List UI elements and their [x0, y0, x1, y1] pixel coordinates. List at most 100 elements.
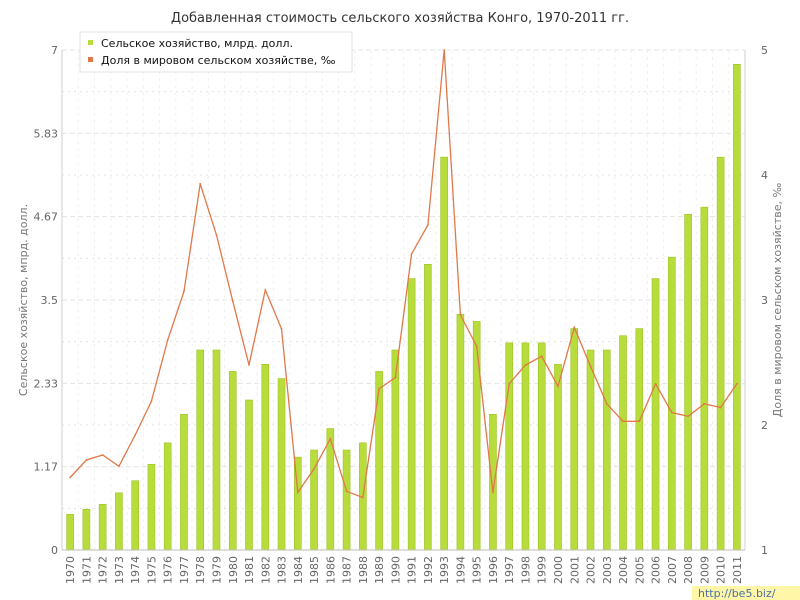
line-point: [166, 339, 169, 341]
line-point: [150, 400, 153, 403]
line-point: [589, 365, 592, 368]
chart-title: Добавленная стоимость сельского хозяйств…: [171, 11, 629, 26]
line-point: [215, 234, 218, 236]
bar: [619, 335, 627, 551]
line-point: [719, 406, 722, 409]
x-tick-label: 1982: [259, 556, 272, 584]
x-tick-label: 1998: [520, 556, 533, 584]
x-tick-label: 1986: [324, 556, 337, 584]
bar: [635, 328, 644, 551]
line-point: [654, 382, 657, 385]
x-tick-label: 1989: [373, 556, 386, 584]
bar: [570, 328, 579, 551]
line-point: [687, 415, 689, 418]
x-tick-label: 1975: [145, 556, 158, 584]
legend-swatch-bar: [88, 40, 93, 45]
x-tick-label: 2000: [552, 556, 565, 584]
legend-swatch-line: [88, 57, 93, 62]
x-tick-label: 2005: [633, 556, 646, 584]
x-tick-label: 1976: [162, 556, 175, 584]
x-tick-label: 1985: [308, 556, 321, 584]
y-tick-label-left: 3.5: [41, 294, 59, 307]
x-tick-label: 1971: [80, 556, 93, 584]
x-tick-label: 1987: [341, 556, 354, 584]
x-tick-label: 1980: [227, 556, 240, 584]
line-point: [329, 437, 332, 440]
watermark-text: http://be5.biz/: [698, 587, 776, 600]
bar: [537, 342, 546, 551]
line-point: [638, 420, 641, 423]
x-tick-label: 1979: [211, 556, 224, 584]
legend-label-bar: Сельское хозяйство, млрд. долл.: [101, 37, 293, 50]
bar: [505, 342, 514, 551]
line-point: [557, 385, 559, 388]
line-point: [540, 355, 543, 358]
x-tick-label: 1974: [129, 556, 142, 584]
y-tick-label-right: 5: [761, 44, 768, 57]
line-point: [426, 224, 429, 226]
x-tick-label: 2004: [617, 556, 630, 584]
line-point: [475, 345, 478, 348]
x-tick-label: 1972: [97, 556, 110, 584]
bar: [180, 413, 188, 551]
line-point: [378, 387, 381, 390]
x-tick-label: 1997: [503, 556, 516, 584]
y-tick-label-left: 0: [51, 544, 58, 557]
y-axis-label-right: Доля в мировом сельском хозяйстве, ‰: [771, 183, 784, 418]
bar: [489, 413, 497, 551]
x-tick-label: 1970: [64, 556, 77, 584]
bar: [212, 349, 221, 551]
line-point: [703, 402, 706, 405]
bar: [456, 313, 465, 551]
bar: [716, 156, 725, 551]
legend-box: [79, 31, 353, 73]
line-point: [361, 496, 364, 499]
line-point: [735, 382, 738, 385]
bar: [163, 442, 172, 551]
x-tick-label: 2001: [568, 556, 581, 584]
bar: [277, 378, 286, 551]
y-tick-label-left: 4.67: [34, 211, 59, 224]
bar: [375, 371, 383, 551]
line-point: [248, 364, 250, 366]
bar: [521, 342, 530, 551]
x-tick-label: 1994: [454, 556, 467, 584]
bar: [700, 206, 709, 551]
line-point: [508, 382, 511, 385]
bar: [147, 463, 156, 551]
watermark: http://be5.biz/: [692, 586, 800, 600]
line-point: [280, 327, 283, 330]
y-tick-label-left: 2.33: [34, 377, 59, 390]
line-point: [296, 491, 299, 494]
y-axis-label-left: Сельское хозяйство, мпрд. долл.: [17, 204, 30, 396]
bar: [602, 349, 611, 551]
bar: [684, 213, 692, 551]
x-tick-label: 1992: [422, 556, 435, 584]
legend-label-line: Доля в мировом сельском хозяйстве, ‰: [101, 54, 336, 67]
x-tick-label: 1999: [536, 556, 549, 584]
x-tick-label: 1990: [389, 556, 402, 584]
x-tick-label: 1991: [406, 556, 419, 584]
x-tick-label: 1988: [357, 556, 370, 584]
line-point: [199, 182, 202, 185]
line-series: [69, 49, 738, 499]
x-tick-label: 1973: [113, 556, 126, 584]
line-point: [101, 454, 104, 456]
x-tick-label: 1981: [243, 556, 256, 584]
x-tick-label: 1978: [194, 556, 207, 584]
line-point: [85, 459, 88, 461]
bar: [131, 480, 139, 551]
line-point: [69, 476, 72, 479]
x-tick-label: 2006: [650, 556, 663, 584]
bar: [424, 263, 432, 551]
y-tick-label-left: 5.83: [34, 127, 59, 140]
x-tick-label: 1993: [438, 556, 451, 584]
line-point: [313, 467, 315, 470]
x-tick-label: 1996: [487, 556, 500, 584]
x-tick-label: 2003: [601, 556, 614, 584]
line-point: [573, 326, 576, 329]
x-tick-label: 2008: [682, 556, 695, 584]
bar: [342, 449, 351, 551]
y-tick-label-left: 1.17: [34, 461, 59, 474]
